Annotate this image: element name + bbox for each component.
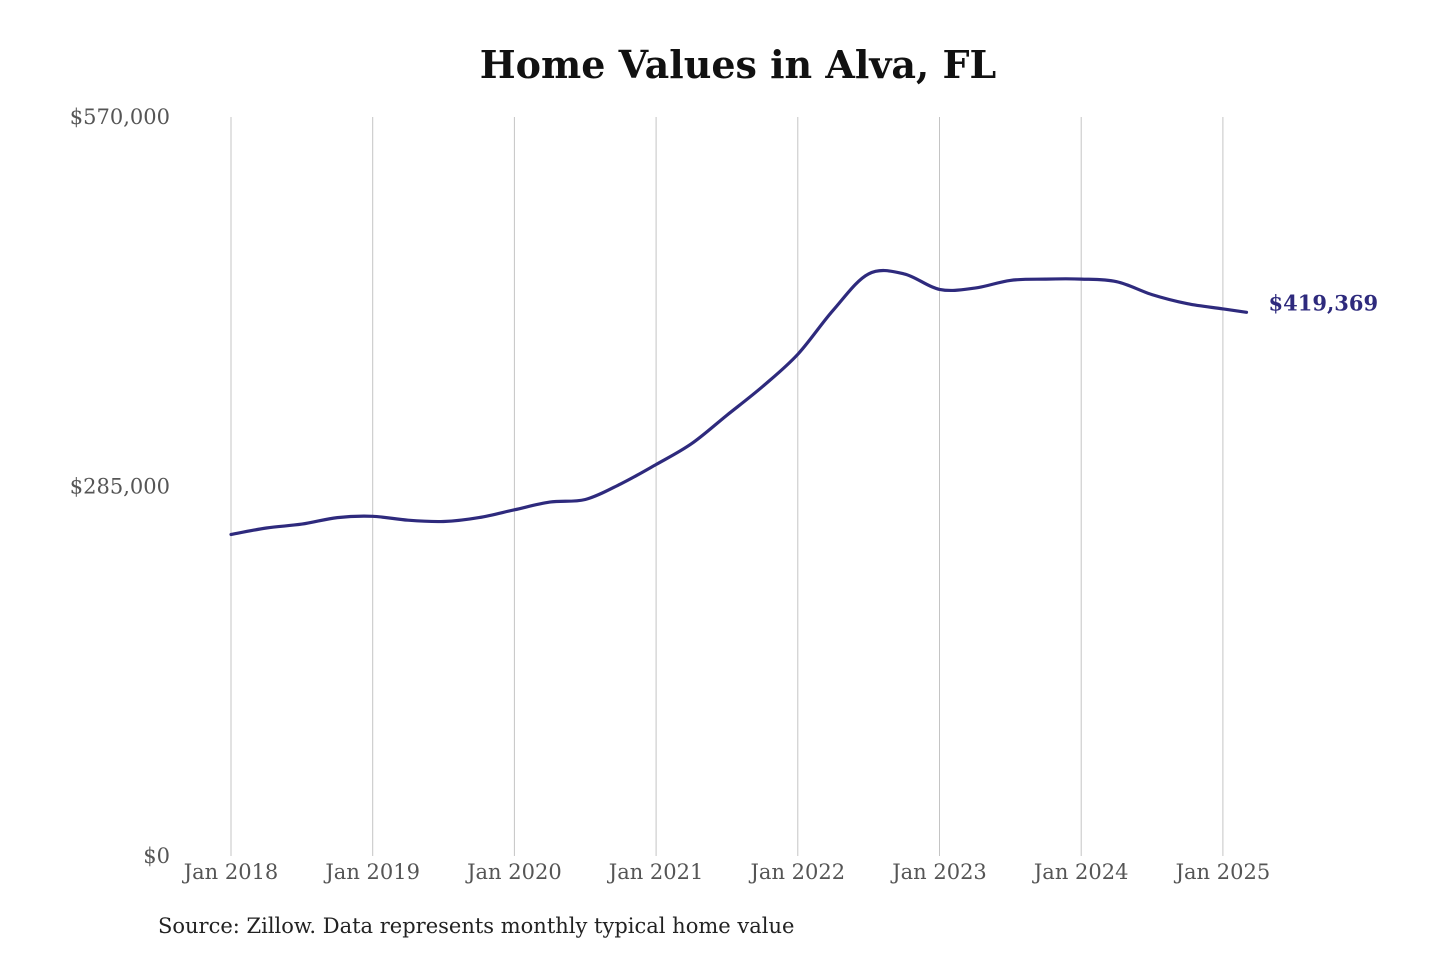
x-tick-label: Jan 2018 xyxy=(182,860,279,884)
series-layer: $419,369 xyxy=(229,268,1379,537)
series-line xyxy=(229,268,1249,537)
chart-title: Home Values in Alva, FL xyxy=(479,42,997,87)
x-tick-label: Jan 2025 xyxy=(1174,860,1271,884)
end-value-label: $419,369 xyxy=(1269,290,1379,315)
y-tick-label: $570,000 xyxy=(70,105,170,129)
grid-lines xyxy=(230,117,1224,856)
x-axis-ticks: Jan 2018 Jan 2019 Jan 2020 Jan 2021 Jan 2022… xyxy=(182,860,1270,884)
x-tick-label: Jan 2023 xyxy=(890,860,987,884)
x-tick-label: Jan 2022 xyxy=(749,860,846,884)
x-tick-label: Jan 2021 xyxy=(607,860,704,884)
source-note: Source: Zillow. Data represents monthly … xyxy=(158,914,795,938)
y-tick-label: $285,000 xyxy=(70,475,170,499)
x-tick-label: Jan 2024 xyxy=(1032,860,1129,884)
x-tick-label: Jan 2019 xyxy=(323,860,420,884)
y-tick-label: $0 xyxy=(143,844,170,868)
x-tick-label: Jan 2020 xyxy=(465,860,562,884)
y-axis-ticks: $0 $285,000 $570,000 xyxy=(70,105,170,868)
